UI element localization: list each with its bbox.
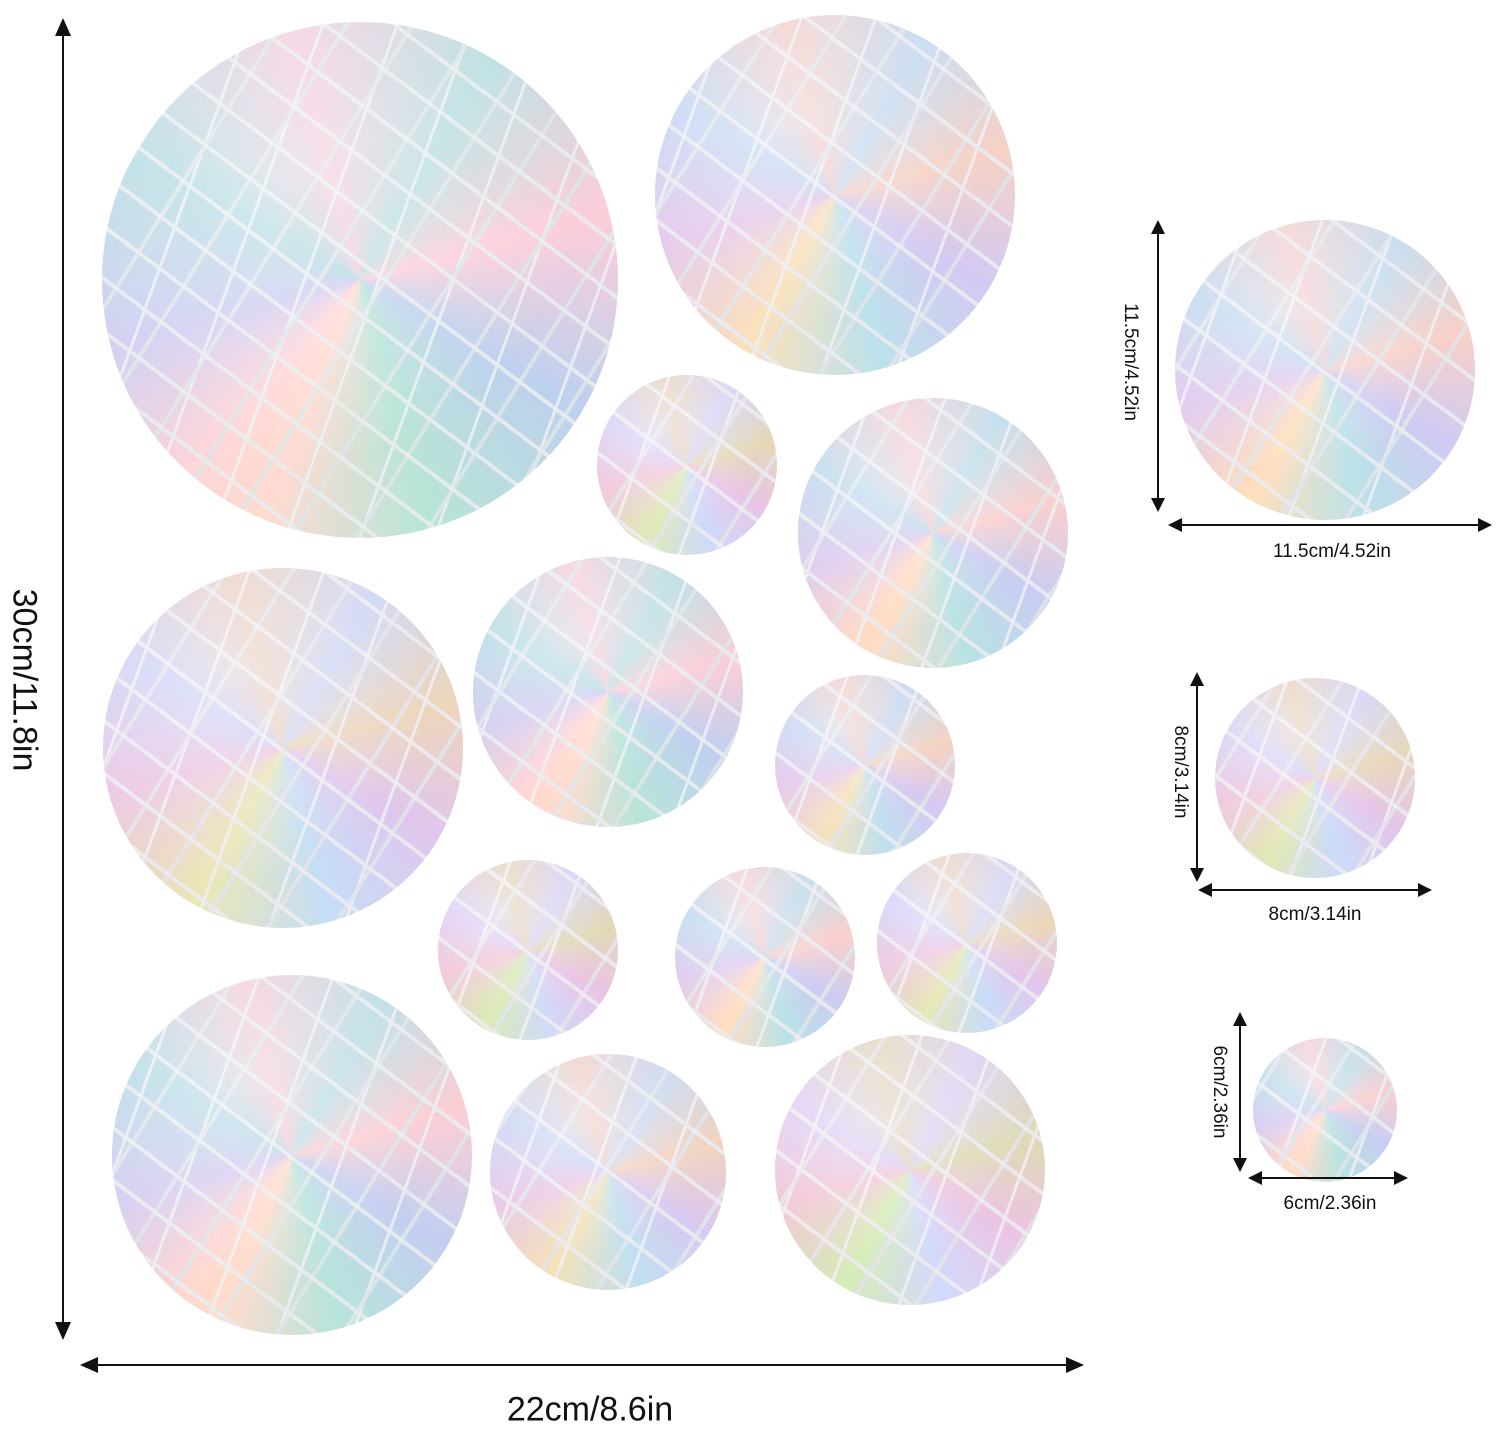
size-sample-sticker [1175,220,1475,520]
sheet-height-label: 30cm/11.8in [5,588,44,772]
window-sticker [877,853,1057,1033]
arrow-head-down [1190,868,1204,882]
window-sticker [675,867,855,1047]
size-small-height-label: 6cm/2.36in [1209,1045,1230,1139]
size-small-width-label: 6cm/2.36in [1283,1193,1377,1214]
arrow-head-left [1248,1171,1262,1185]
sheet-height-arrow [62,28,64,1332]
window-sticker [597,375,777,555]
sheet-width-label: 22cm/8.6in [506,1390,674,1429]
arrow-head-left [1198,883,1212,897]
arrow-head-right [1066,1357,1084,1373]
arrow-head-up [1151,220,1165,234]
arrow-head-down [1233,1158,1247,1172]
window-sticker [112,975,472,1335]
arrow-head-up [1233,1012,1247,1026]
size-large-width-arrow [1178,524,1482,526]
window-sticker [798,398,1068,668]
window-sticker [775,675,955,855]
size-medium-width-label: 8cm/3.14in [1268,904,1362,925]
size-medium-width-arrow [1208,889,1422,891]
window-sticker [655,15,1015,375]
arrow-head-right [1478,518,1492,532]
arrow-head-up [55,18,71,36]
sheet-width-arrow [92,1364,1072,1366]
size-medium-height-arrow [1196,680,1198,872]
size-sample-sticker [1215,678,1415,878]
size-sample-sticker [1253,1038,1397,1182]
size-large-height-label: 11.5cm/4.52in [1120,303,1141,421]
arrow-head-down [55,1322,71,1340]
size-large-width-label: 11.5cm/4.52in [1273,541,1391,562]
arrow-head-right [1394,1171,1408,1185]
arrow-head-left [1168,518,1182,532]
arrow-head-right [1418,883,1432,897]
size-large-height-arrow [1157,228,1159,504]
window-sticker [473,557,743,827]
window-sticker [103,568,463,928]
size-medium-height-label: 8cm/3.14in [1170,725,1191,819]
window-sticker [102,22,618,538]
size-small-width-arrow [1256,1177,1398,1179]
window-sticker [490,1054,726,1290]
window-sticker [775,1035,1045,1305]
arrow-head-left [80,1357,98,1373]
size-small-height-arrow [1239,1020,1241,1162]
arrow-head-down [1151,498,1165,512]
arrow-head-up [1190,672,1204,686]
window-sticker [438,860,618,1040]
